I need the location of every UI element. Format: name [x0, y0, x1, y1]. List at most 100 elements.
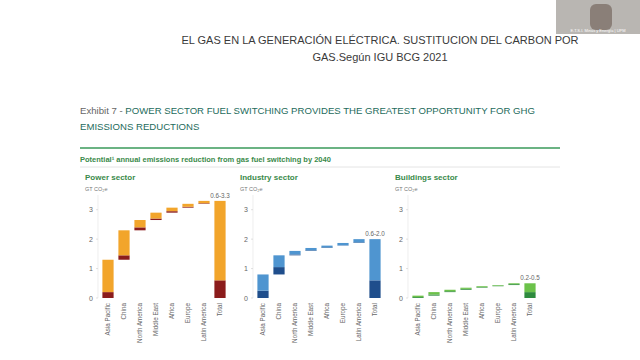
chart-title: Industry sector [240, 173, 298, 182]
bar [412, 296, 423, 297]
bar [102, 292, 113, 298]
bar [118, 255, 129, 259]
category-label: China [430, 303, 437, 320]
tick [251, 239, 253, 240]
y-axis [98, 195, 99, 298]
category-label: Asia Pacific [104, 303, 111, 336]
category-label: Total [371, 303, 378, 316]
category-label: Asia Pacific [414, 303, 421, 336]
tick [406, 298, 408, 299]
bar [369, 239, 380, 280]
tick-label: 2 [244, 236, 248, 243]
slide-title: GAS.Según IGU BCG 2021 [312, 51, 447, 63]
bars [102, 201, 225, 298]
divider [80, 147, 560, 149]
category-label: Asia Pacific [259, 303, 266, 336]
exhibit-title: EMISSIONS REDUCTIONS [80, 121, 199, 132]
category-label: Latin America [355, 303, 362, 342]
tick [406, 209, 408, 210]
bar [492, 285, 503, 287]
bar [460, 288, 471, 290]
y-axis [408, 195, 409, 298]
tick [251, 209, 253, 210]
annotation: 0.6-2.0 [365, 230, 385, 237]
tick [96, 268, 98, 269]
axis-label: GT CO₂e [240, 186, 263, 192]
bar [198, 201, 209, 203]
bar [492, 285, 503, 287]
webcam [556, 0, 640, 34]
bar [214, 280, 225, 298]
tick-label: 3 [399, 206, 403, 213]
bar [257, 291, 268, 298]
bar [166, 211, 177, 212]
bar [476, 286, 487, 288]
bar [134, 227, 145, 230]
bar [257, 274, 268, 290]
exhibit-label: Exhibit 7 - [80, 105, 125, 116]
slide-title: EL GAS EN LA GENERACIÓN ELÉCTRICA. SUSTI… [181, 34, 578, 46]
category-label: North America [446, 303, 453, 343]
bar [150, 219, 161, 220]
bar [182, 204, 193, 207]
bar [273, 267, 284, 274]
category-label: Latin America [510, 303, 517, 342]
bar [150, 213, 161, 219]
chart-title: Buildings sector [395, 173, 458, 182]
category-label: Europe [339, 303, 347, 324]
tick-label: 1 [399, 265, 403, 272]
tick-label: 1 [89, 265, 93, 272]
tick [96, 298, 98, 299]
category-label: Middle East [307, 303, 314, 336]
bar [508, 284, 519, 286]
tick-label: 2 [89, 236, 93, 243]
subtitle: Potential¹ annual emissions reduction fr… [80, 155, 331, 164]
webcam-caption: E.T.S.I. Minas y Energía | UPM [570, 28, 625, 33]
axis-label: GT CO₂e [85, 186, 108, 192]
tick [406, 268, 408, 269]
bars [257, 239, 380, 298]
bar [321, 246, 332, 248]
tick-label: 0 [244, 295, 248, 302]
bar [444, 290, 455, 291]
y-axis [253, 195, 254, 298]
bar [524, 292, 535, 298]
webcam-person [590, 4, 612, 30]
tick [96, 209, 98, 210]
category-label: Europe [184, 303, 192, 324]
slide: E.T.S.I. Minas y Energía | UPMEL GAS EN … [0, 0, 640, 360]
divider [80, 167, 560, 168]
tick [251, 298, 253, 299]
tick [251, 268, 253, 269]
category-label: Middle East [462, 303, 469, 336]
bar [353, 239, 364, 242]
category-label: Africa [168, 303, 175, 320]
axis-label: GT CO₂e [395, 186, 418, 192]
annotation: 0.6-3.3 [210, 192, 230, 199]
tick [96, 239, 98, 240]
category-label: North America [291, 303, 298, 343]
tick-label: 2 [399, 236, 403, 243]
exhibit-title: POWER SECTOR FUEL SWITCHING PROVIDES THE… [125, 105, 535, 116]
category-label: Latin America [200, 303, 207, 342]
tick-label: 0 [89, 295, 93, 302]
tick [406, 239, 408, 240]
bar [273, 255, 284, 267]
category-label: North America [136, 303, 143, 343]
chart: Industry sectorGT CO₂e0123Asia PacificCh… [240, 173, 385, 343]
chart: Power sectorGT CO₂e0123Asia PacificChina… [85, 173, 230, 343]
tick-label: 1 [244, 265, 248, 272]
category-label: Europe [494, 303, 502, 324]
category-label: Africa [478, 303, 485, 320]
bar [134, 220, 145, 227]
bars [412, 283, 535, 298]
annotation: 0.2-0.5 [520, 274, 540, 281]
bar [369, 280, 380, 298]
tick-label: 3 [244, 206, 248, 213]
bar [305, 248, 316, 250]
bar [508, 283, 519, 285]
category-label: China [120, 303, 127, 320]
tick-label: 0 [399, 295, 403, 302]
bar [289, 251, 300, 255]
bar [444, 291, 455, 293]
